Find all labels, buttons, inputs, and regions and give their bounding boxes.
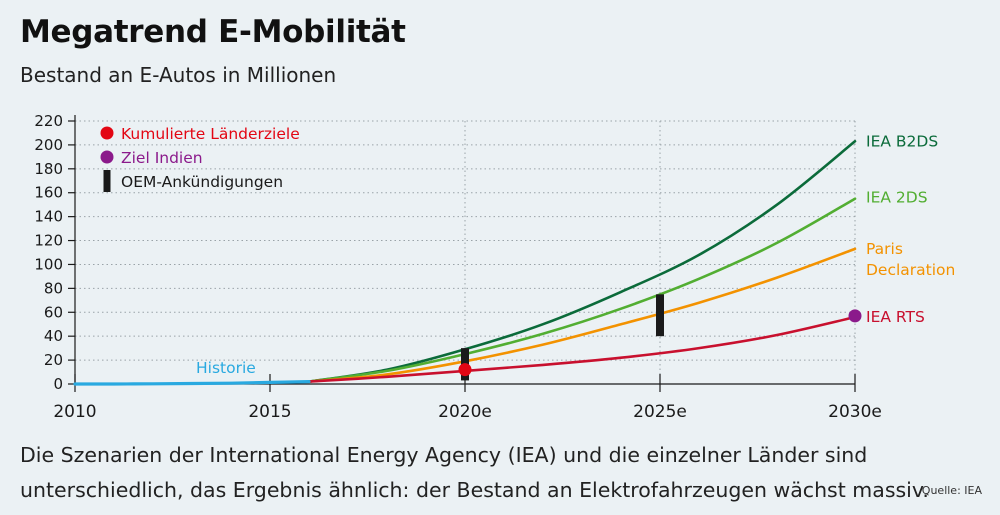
x-axis: 2010 2015 2020e 2025e 2030e	[53, 374, 882, 422]
oem-range-bar	[656, 294, 664, 337]
series-lines	[73, 140, 857, 386]
series-end-label: IEA RTS	[866, 308, 925, 326]
y-tick-label: 100	[34, 255, 63, 273]
grid-lines	[75, 120, 856, 384]
legend-marker	[103, 170, 111, 192]
legend: Kumulierte Länderziele Ziel Indien OEM-Ank…	[100, 125, 300, 192]
series-labels: Historie IEA B2DS IEA 2DS Paris Declaration I…	[196, 132, 955, 377]
source-note: Quelle: IEA	[921, 484, 982, 497]
point-marker-kumulierte-länderziele	[458, 363, 472, 377]
series-line-paris-declaration	[307, 247, 857, 383]
x-tick-label: 2020e	[438, 402, 492, 422]
y-tick-label: 20	[44, 351, 63, 369]
legend-marker	[100, 150, 114, 164]
y-tick-label: 60	[44, 303, 63, 321]
series-line-iea-2ds	[307, 197, 857, 383]
legend-label: Ziel Indien	[121, 149, 203, 167]
y-tick-label: 220	[34, 112, 63, 130]
y-tick-label: 120	[34, 232, 63, 250]
y-tick-label: 40	[44, 327, 63, 345]
series-line-historie	[73, 380, 311, 386]
series-end-label-line: IEA 2DS	[866, 189, 928, 207]
series-end-label: IEA B2DS	[866, 132, 938, 150]
y-tick-label: 0	[53, 375, 63, 393]
x-tick-label: 2030e	[828, 402, 882, 422]
series-end-label-line: IEA B2DS	[866, 132, 938, 150]
series-end-label-line: IEA RTS	[866, 308, 925, 326]
chart-subtitle: Bestand an E-Autos in Millionen	[20, 63, 337, 87]
caption-text: Die Szenarien der International Energy A…	[20, 443, 929, 502]
legend-label: OEM-Ankündigungen	[121, 173, 283, 191]
y-axis: 0 20 40 60 80 100 120 140 160 180 200 220	[34, 112, 76, 393]
point-marker-ziel-indien	[848, 309, 862, 323]
y-tick-label: 180	[34, 160, 63, 178]
x-tick-label: 2010	[53, 402, 96, 422]
series-end-label: Paris Declaration	[866, 240, 955, 279]
legend-label: Kumulierte Länderziele	[121, 125, 300, 143]
series-end-label-line: Paris	[866, 240, 903, 258]
chart-marks	[458, 294, 862, 381]
series-line-iea-b2ds	[307, 140, 857, 383]
x-tick-label: 2015	[248, 402, 291, 422]
series-end-label: IEA 2DS	[866, 189, 928, 207]
y-tick-label: 140	[34, 208, 63, 226]
annotation-historie: Historie	[196, 359, 256, 377]
chart-title: Megatrend E-Mobilität	[20, 14, 406, 50]
x-tick-label: 2025e	[633, 402, 687, 422]
series-line-iea-rts	[307, 315, 857, 383]
y-tick-label: 80	[44, 279, 63, 297]
y-tick-label: 160	[34, 184, 63, 202]
y-tick-label: 200	[34, 136, 63, 154]
series-end-label-line: Declaration	[866, 261, 955, 279]
legend-marker	[100, 126, 114, 140]
